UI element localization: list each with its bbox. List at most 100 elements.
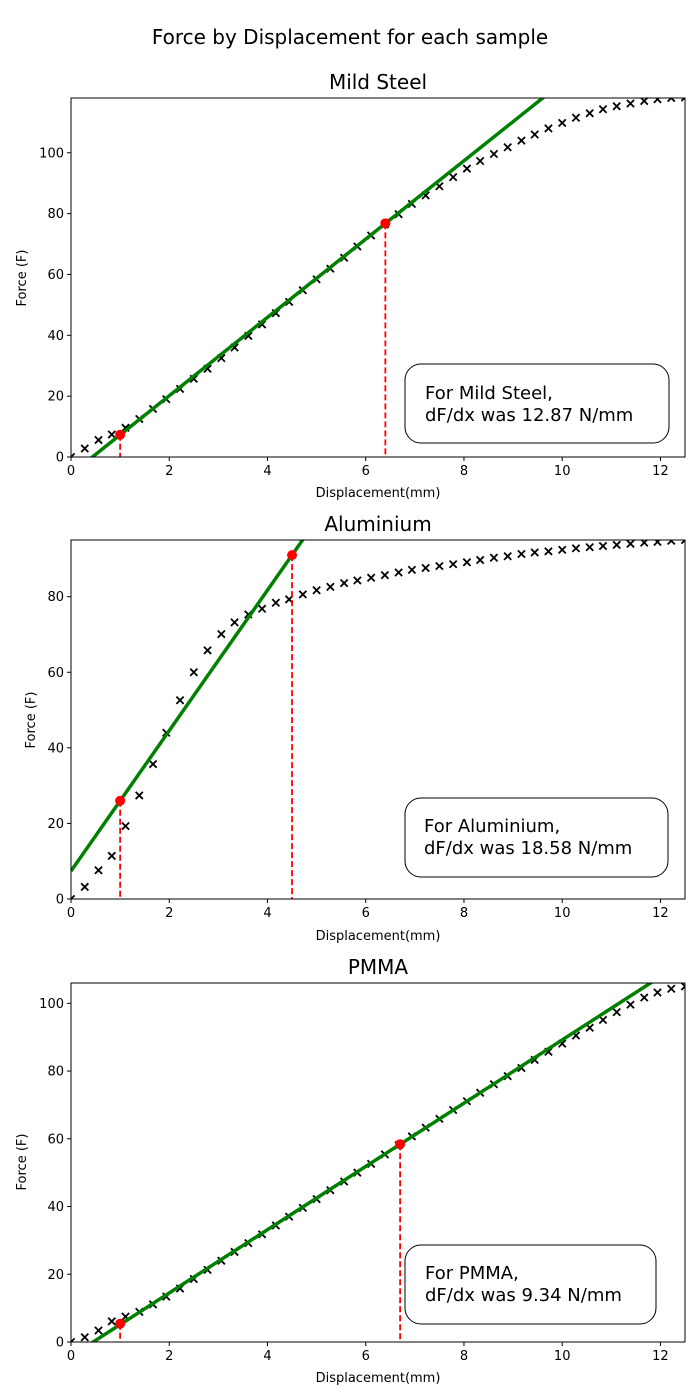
aluminium-fit-line	[71, 540, 305, 873]
pmma-axes-frame	[70, 982, 686, 1343]
mild-steel-y-axis-label: Force (F)	[15, 250, 30, 307]
mild-steel-x-tick-label: 10	[554, 464, 571, 479]
mild-steel-data-point	[71, 452, 76, 457]
pmma-panel: PMMA Displacement(mm) Force (F) For PMMA…	[15, 955, 686, 1386]
mild-steel-data-point	[94, 435, 103, 445]
mild-steel-data-point	[517, 136, 526, 145]
aluminium-data-point	[366, 573, 376, 583]
mild-steel-data-point	[80, 444, 89, 453]
aluminium-data-point	[257, 604, 267, 614]
mild-steel-y-tick-label: 80	[47, 207, 64, 222]
aluminium-data-point	[326, 582, 335, 592]
mild-steel-panel: Mild Steel Displacement(mm) Force (F) Fo…	[15, 70, 686, 501]
aluminium-data-point	[175, 695, 185, 705]
aluminium-data-point	[189, 668, 199, 677]
aluminium-data-point	[298, 590, 308, 599]
pmma-plot-area	[71, 983, 685, 1342]
aluminium-x-tick-label: 4	[263, 906, 271, 921]
mild-steel-y-tick-label: 0	[56, 451, 64, 466]
aluminium-data-point	[626, 540, 635, 549]
pmma-annotation-line-2: dF/dx was 9.34 N/mm	[425, 1285, 622, 1306]
pmma-data-point	[612, 1007, 621, 1017]
mild-steel-x-tick-label: 6	[362, 464, 370, 479]
aluminium-data-point	[585, 542, 594, 552]
mild-steel-axes-frame	[70, 97, 686, 458]
pmma-data-point	[94, 1326, 103, 1335]
aluminium-y-tick-label: 40	[47, 741, 64, 756]
figure-title: Force by Displacement for each sample	[152, 25, 548, 49]
aluminium-data-point	[544, 547, 553, 556]
aluminium-y-tick-label: 60	[47, 666, 64, 681]
pmma-y-tick-label: 80	[47, 1065, 64, 1080]
aluminium-data-point	[598, 541, 608, 551]
mild-steel-x-tick-label: 12	[652, 464, 669, 479]
aluminium-plot-area	[71, 540, 685, 899]
aluminium-data-point	[107, 851, 117, 861]
pmma-x-tick-label: 8	[460, 1349, 468, 1364]
mild-steel-highlight-point	[115, 429, 126, 440]
pmma-y-tick-label: 100	[39, 997, 64, 1012]
aluminium-data-point	[503, 552, 512, 561]
aluminium-x-tick-label: 6	[362, 906, 370, 921]
aluminium-data-point	[462, 558, 472, 567]
mild-steel-data-point	[503, 143, 512, 152]
aluminium-y-tick-label: 20	[47, 817, 64, 832]
aluminium-data-point	[571, 544, 581, 553]
mild-steel-x-tick-label: 0	[67, 464, 75, 479]
pmma-x-tick-label: 0	[67, 1349, 75, 1364]
aluminium-y-axis-label: Force (F)	[24, 692, 39, 749]
pmma-x-axis-label: Displacement(mm)	[316, 1371, 441, 1386]
mild-steel-data-point	[639, 98, 649, 106]
pmma-y-tick-label: 20	[47, 1268, 64, 1283]
pmma-data-point	[80, 1333, 89, 1342]
aluminium-highlight-point	[115, 795, 126, 806]
aluminium-data-point	[353, 576, 362, 585]
pmma-data-point	[71, 1337, 76, 1342]
aluminium-data-point	[475, 555, 485, 565]
pmma-highlight-point	[115, 1318, 126, 1329]
aluminium-x-tick-label: 8	[460, 906, 468, 921]
aluminium-data-point	[530, 548, 539, 557]
aluminium-data-point	[380, 570, 390, 580]
aluminium-data-point	[394, 568, 403, 577]
mild-steel-data-point	[448, 172, 458, 182]
pmma-x-tick-label: 6	[362, 1349, 370, 1364]
mild-steel-x-tick-label: 8	[460, 464, 468, 479]
mild-steel-annotation-line-1: For Mild Steel,	[425, 383, 553, 404]
aluminium-data-point	[339, 578, 349, 588]
aluminium-data-point	[230, 618, 239, 627]
pmma-data-point	[680, 983, 685, 991]
mild-steel-y-tick-label: 20	[47, 390, 64, 405]
aluminium-data-point	[148, 759, 158, 769]
aluminium-y-tick-label: 0	[56, 893, 64, 908]
mild-steel-data-point	[462, 164, 472, 173]
pmma-data-point	[653, 988, 662, 997]
mild-steel-data-point	[585, 108, 594, 118]
pmma-data-point	[626, 1000, 635, 1009]
aluminium-data-point	[557, 545, 567, 555]
mild-steel-data-point	[598, 105, 608, 114]
mild-steel-highlight-point	[380, 218, 391, 229]
aluminium-data-point	[489, 553, 499, 562]
aluminium-data-point	[94, 866, 103, 875]
aluminium-data-point	[80, 882, 89, 892]
pmma-x-tick-label: 4	[263, 1349, 271, 1364]
aluminium-data-point	[271, 598, 281, 607]
pmma-y-tick-label: 60	[47, 1132, 64, 1147]
aluminium-data-point	[203, 646, 212, 655]
aluminium-data-point	[407, 565, 417, 575]
aluminium-annotation-box	[404, 797, 669, 878]
mild-steel-data-point	[571, 113, 581, 123]
pmma-data-point	[667, 984, 676, 993]
aluminium-data-point	[421, 563, 430, 573]
aluminium-data-point	[217, 629, 226, 639]
pmma-y-tick-label: 40	[47, 1200, 64, 1215]
mild-steel-data-point	[680, 98, 685, 102]
mild-steel-data-point	[626, 99, 635, 108]
aluminium-data-point	[667, 540, 676, 545]
pmma-data-point	[107, 1317, 117, 1326]
mild-steel-fit-line	[89, 98, 546, 457]
aluminium-annotation-line-1: For Aluminium,	[424, 816, 560, 837]
aluminium-axes-frame	[70, 539, 686, 900]
